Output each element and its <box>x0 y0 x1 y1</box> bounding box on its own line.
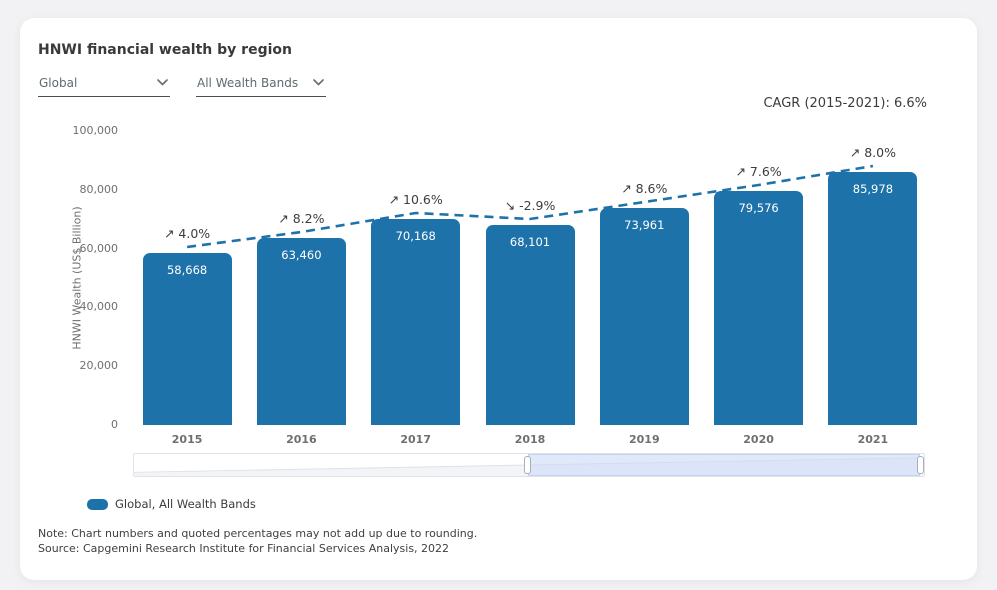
chart-card: HNWI financial wealth by region Global A… <box>20 18 977 580</box>
cagr-label: CAGR (2015-2021): 6.6% <box>763 96 927 111</box>
bar-2018[interactable]: 68,101 <box>485 225 575 425</box>
region-select[interactable]: Global <box>38 73 170 97</box>
growth-label: ↗ 10.6% <box>388 192 443 207</box>
growth-label: ↗ 8.2% <box>278 211 325 226</box>
bar-value-label: 68,101 <box>509 235 551 249</box>
x-tick-label: 2019 <box>628 433 660 446</box>
legend-item[interactable]: Global, All Wealth Bands <box>87 497 256 511</box>
bar-2019[interactable]: 73,961 <box>599 208 689 425</box>
bar-2017[interactable]: 70,168 <box>371 219 461 425</box>
range-navigator[interactable] <box>133 453 925 477</box>
note-text: Note: Chart numbers and quoted percentag… <box>38 527 478 540</box>
bar-2021[interactable]: 85,978 <box>828 172 918 425</box>
bar-value-label: 79,576 <box>738 201 779 215</box>
y-tick-label: 20,000 <box>79 359 119 373</box>
navigator-left-handle[interactable] <box>524 456 532 474</box>
bar-2015[interactable]: 58,668 <box>142 253 232 425</box>
legend-swatch <box>87 498 108 510</box>
x-tick-label: 2015 <box>171 433 203 446</box>
region-select-value: Global <box>39 75 78 90</box>
y-axis-title: HNWI Wealth (US$ Billion) <box>70 206 84 350</box>
page-title: HNWI financial wealth by region <box>38 42 292 58</box>
x-tick-label: 2016 <box>286 433 317 446</box>
bar-value-label: 58,668 <box>166 263 208 277</box>
x-tick-label: 2020 <box>743 433 774 446</box>
y-tick-label: 60,000 <box>79 241 119 255</box>
legend-label: Global, All Wealth Bands <box>115 497 256 511</box>
bar-value-label: 63,460 <box>281 248 322 262</box>
y-tick-label: 80,000 <box>79 182 119 196</box>
trend-line-dashed <box>186 164 874 249</box>
growth-label: ↗ 4.0% <box>163 226 211 241</box>
growth-label: ↗ 8.0% <box>849 145 896 160</box>
x-tick-label: 2017 <box>400 433 431 446</box>
x-tick-label: 2018 <box>514 433 546 446</box>
y-tick-label: 0 <box>111 418 118 431</box>
growth-label: ↗ 7.6% <box>735 164 782 179</box>
wealth-band-select-value: All Wealth Bands <box>197 75 299 90</box>
y-tick-label: 40,000 <box>79 300 119 314</box>
bar-2016[interactable]: 63,460 <box>256 238 346 425</box>
bar-value-label: 85,978 <box>852 182 894 196</box>
navigator-right-handle[interactable] <box>917 456 924 474</box>
x-tick-label: 2021 <box>857 433 889 446</box>
source-text: Source: Capgemini Research Institute for… <box>38 542 450 555</box>
bar-value-label: 73,961 <box>624 218 665 232</box>
plot-area: 58,668 ↗ 4.0% 2015 63,460 ↗ 8.2% 2016 70,168 ↗ … <box>130 131 930 446</box>
growth-label: ↘ -2.9% <box>504 198 556 213</box>
bar-2020[interactable]: 79,576 <box>714 191 804 425</box>
chevron-down-icon <box>157 79 168 86</box>
navigator-selected-range[interactable] <box>527 454 921 476</box>
chevron-down-icon <box>313 79 324 86</box>
growth-label: ↗ 8.6% <box>621 181 668 196</box>
bar-value-label: 70,168 <box>395 229 436 243</box>
y-tick-label: 100,000 <box>72 124 119 137</box>
wealth-band-select[interactable]: All Wealth Bands <box>196 73 326 97</box>
